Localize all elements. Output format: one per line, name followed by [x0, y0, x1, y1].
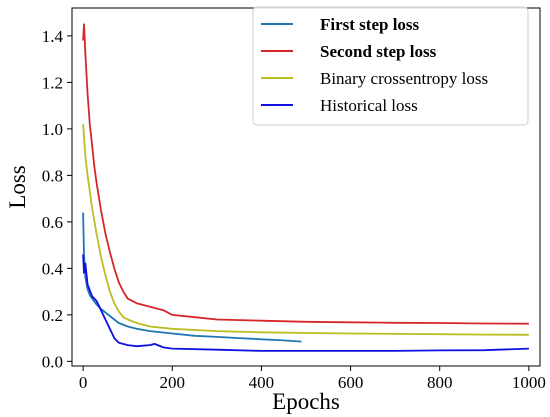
plot-lines [82, 23, 529, 352]
x-tick-label: 200 [160, 373, 186, 392]
x-axis-ticks: 0 200 400 600 800 1000 [79, 366, 546, 392]
y-tick-label: 0.6 [42, 213, 63, 232]
x-tick-label: 600 [338, 373, 364, 392]
x-tick-label: 0 [79, 373, 88, 392]
y-tick-label: 1.2 [42, 73, 63, 92]
legend: First step loss Second step loss Binary cr… [252, 6, 529, 126]
y-tick-label: 1.4 [42, 27, 64, 46]
series-line-1 [82, 212, 302, 343]
y-axis-title: Loss [5, 165, 30, 209]
x-tick-label: 800 [427, 373, 453, 392]
legend-label: Second step loss [320, 42, 437, 61]
legend-box [252, 6, 529, 126]
y-tick-label: 0.8 [42, 166, 63, 185]
y-tick-label: 1.0 [42, 120, 63, 139]
y-tick-label: 0.4 [42, 259, 64, 278]
y-tick-label: 0.2 [42, 306, 63, 325]
y-tick-label: 0.0 [42, 352, 63, 371]
legend-label: First step loss [320, 15, 420, 34]
y-axis-ticks: 0.0 0.2 0.4 0.6 0.8 1.0 1.2 1.4 [42, 27, 72, 371]
x-tick-label: 1000 [512, 373, 546, 392]
series-line-3 [82, 124, 529, 336]
legend-label: Binary crossentropy loss [320, 69, 488, 88]
x-axis-title: Epochs [272, 389, 340, 414]
legend-label: Historical loss [320, 96, 418, 115]
x-tick-label: 400 [249, 373, 275, 392]
series-line-4 [82, 254, 529, 352]
series-line-2 [82, 23, 529, 325]
